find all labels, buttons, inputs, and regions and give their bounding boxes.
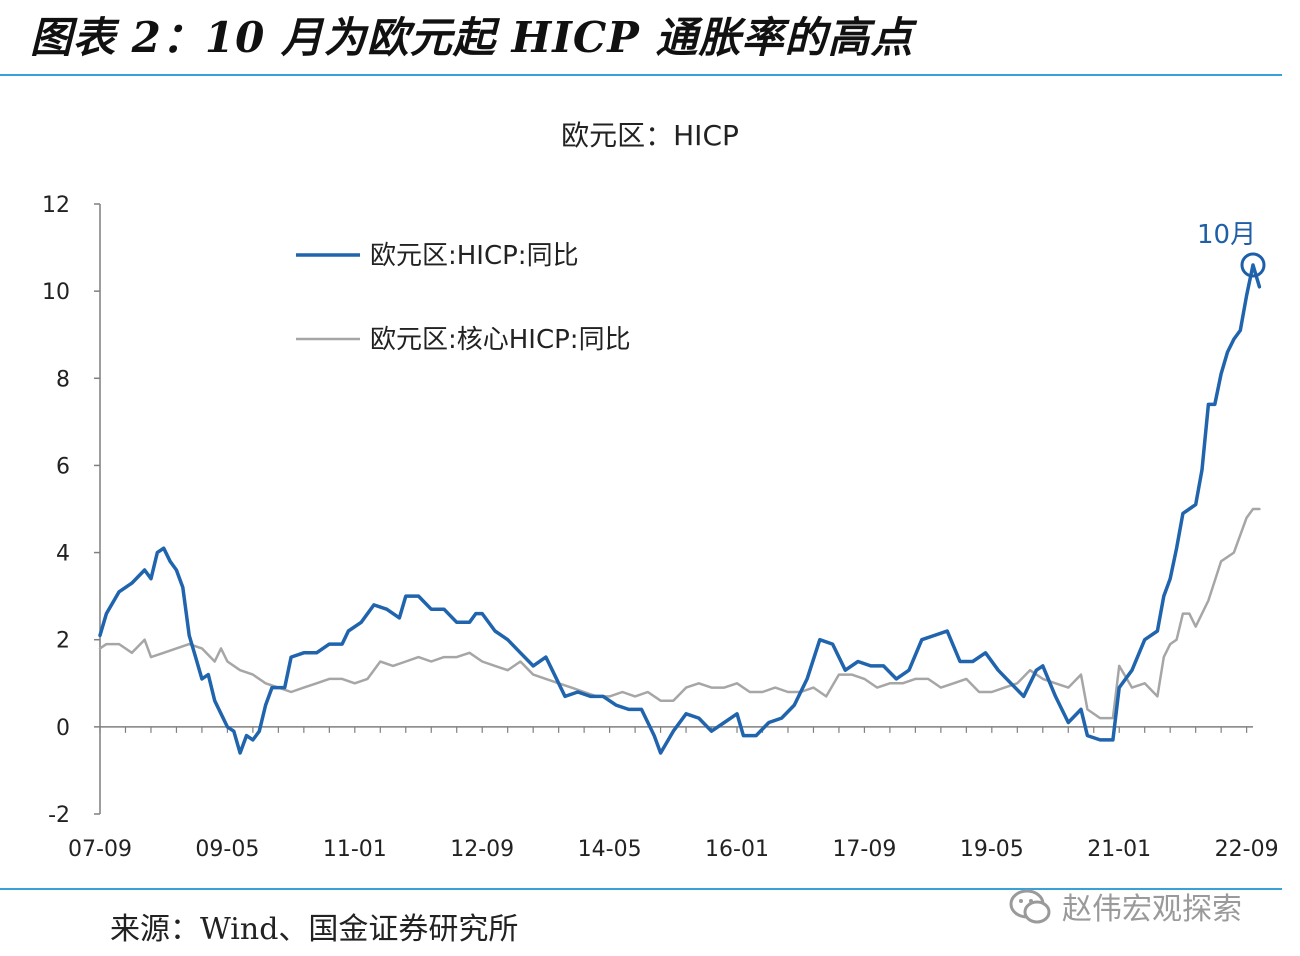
- x-tick-label: 21-01: [1087, 837, 1151, 862]
- x-tick-label: 22-09: [1215, 837, 1279, 862]
- x-tick-label: 16-01: [705, 837, 769, 862]
- figure-title: 图表 2：10 月为欧元起 HICP 通胀率的高点: [30, 13, 914, 62]
- chart-title: 欧元区：HICP: [561, 119, 739, 152]
- legend-label: 欧元区:HICP:同比: [370, 241, 579, 271]
- y-tick-label: 8: [56, 367, 70, 392]
- line-chart: -2 0 2 4 6 8 10 12 07-09 09-05 11-01 12-09 14-05 16-0…: [42, 193, 1279, 862]
- peak-annotation: 10月: [1197, 220, 1256, 250]
- x-tick-label: 14-05: [578, 837, 642, 862]
- y-tick-label: 2: [56, 629, 70, 654]
- x-tick-label: 17-09: [832, 837, 896, 862]
- source-note: 来源：Wind、国金证券研究所: [110, 912, 519, 947]
- bottom-divider: [0, 888, 1282, 890]
- x-tick-label: 11-01: [323, 837, 387, 862]
- y-tick-label: 6: [56, 454, 70, 479]
- y-tick-label: 4: [56, 542, 70, 567]
- y-tick-label: 10: [42, 280, 70, 305]
- top-divider: [0, 74, 1282, 76]
- y-tick-label: -2: [48, 803, 70, 828]
- x-tick-label: 19-05: [960, 837, 1024, 862]
- watermark-text: 赵伟宏观探索: [1062, 892, 1242, 927]
- x-tick-label: 07-09: [68, 837, 132, 862]
- legend-label: 欧元区:核心HICP:同比: [370, 325, 631, 355]
- y-tick-label: 0: [56, 716, 70, 741]
- x-tick-label: 12-09: [450, 837, 514, 862]
- y-tick-label: 12: [42, 193, 70, 218]
- watermark: 赵伟宏观探索: [1000, 880, 1290, 930]
- series-hicp-line: [98, 263, 1262, 755]
- x-tick-label: 09-05: [195, 837, 259, 862]
- peak-marker: [1240, 252, 1266, 278]
- wechat-icon: [1009, 889, 1051, 924]
